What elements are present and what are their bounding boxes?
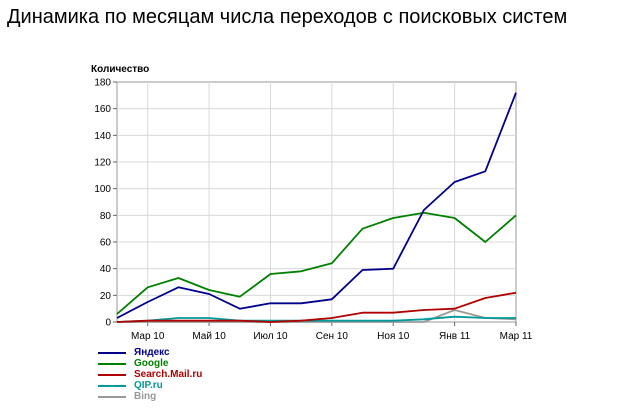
legend-item: Яндекс [98, 347, 202, 358]
series-line [116, 92, 517, 319]
legend-item: QIP.ru [98, 380, 202, 391]
y-tick-label: 180 [94, 78, 111, 89]
y-axis-title: Количество [91, 64, 149, 75]
legend-item: Bing [98, 391, 202, 402]
legend-item: Google [98, 358, 202, 369]
legend-label: QIP.ru [134, 380, 163, 391]
y-tick-label: 160 [94, 104, 111, 115]
y-tick-label: 40 [100, 264, 112, 275]
x-tick-label: Янв 11 [439, 331, 471, 342]
y-tick-label: 60 [100, 238, 112, 249]
y-tick-label: 100 [94, 184, 111, 195]
legend: Яндекс Google Search.Mail.ru QIP.ru Bing [98, 347, 202, 402]
legend-swatch [98, 351, 126, 354]
x-tick-label: Мар 11 [500, 331, 533, 342]
y-tick-label: 140 [94, 131, 111, 142]
legend-item: Search.Mail.ru [98, 369, 202, 380]
legend-swatch [98, 395, 126, 398]
legend-label: Search.Mail.ru [134, 369, 203, 380]
plot-area [116, 81, 517, 323]
legend-label: Google [134, 358, 169, 369]
y-tick-label: 80 [100, 211, 112, 222]
series-line [116, 291, 517, 323]
legend-swatch [98, 373, 126, 376]
x-tick-label: Май 10 [192, 331, 226, 342]
page-title: Динамика по месяцам числа переходов с по… [7, 6, 568, 28]
x-tick-label: Июл 10 [253, 331, 288, 342]
legend-label: Яндекс [134, 347, 170, 358]
y-tick-label: 20 [100, 291, 112, 302]
series-line [117, 309, 517, 323]
legend-label: Bing [134, 391, 157, 402]
series-line [116, 315, 516, 323]
x-tick-label: Сен 10 [316, 331, 349, 342]
y-tick-label: 120 [94, 158, 111, 169]
x-tick-label: Мар 10 [131, 331, 165, 342]
x-tick-label: Ноя 10 [377, 331, 410, 342]
y-tick-label: 0 [105, 318, 111, 329]
series-line [116, 211, 517, 315]
legend-swatch [98, 362, 126, 365]
legend-swatch [98, 384, 126, 387]
